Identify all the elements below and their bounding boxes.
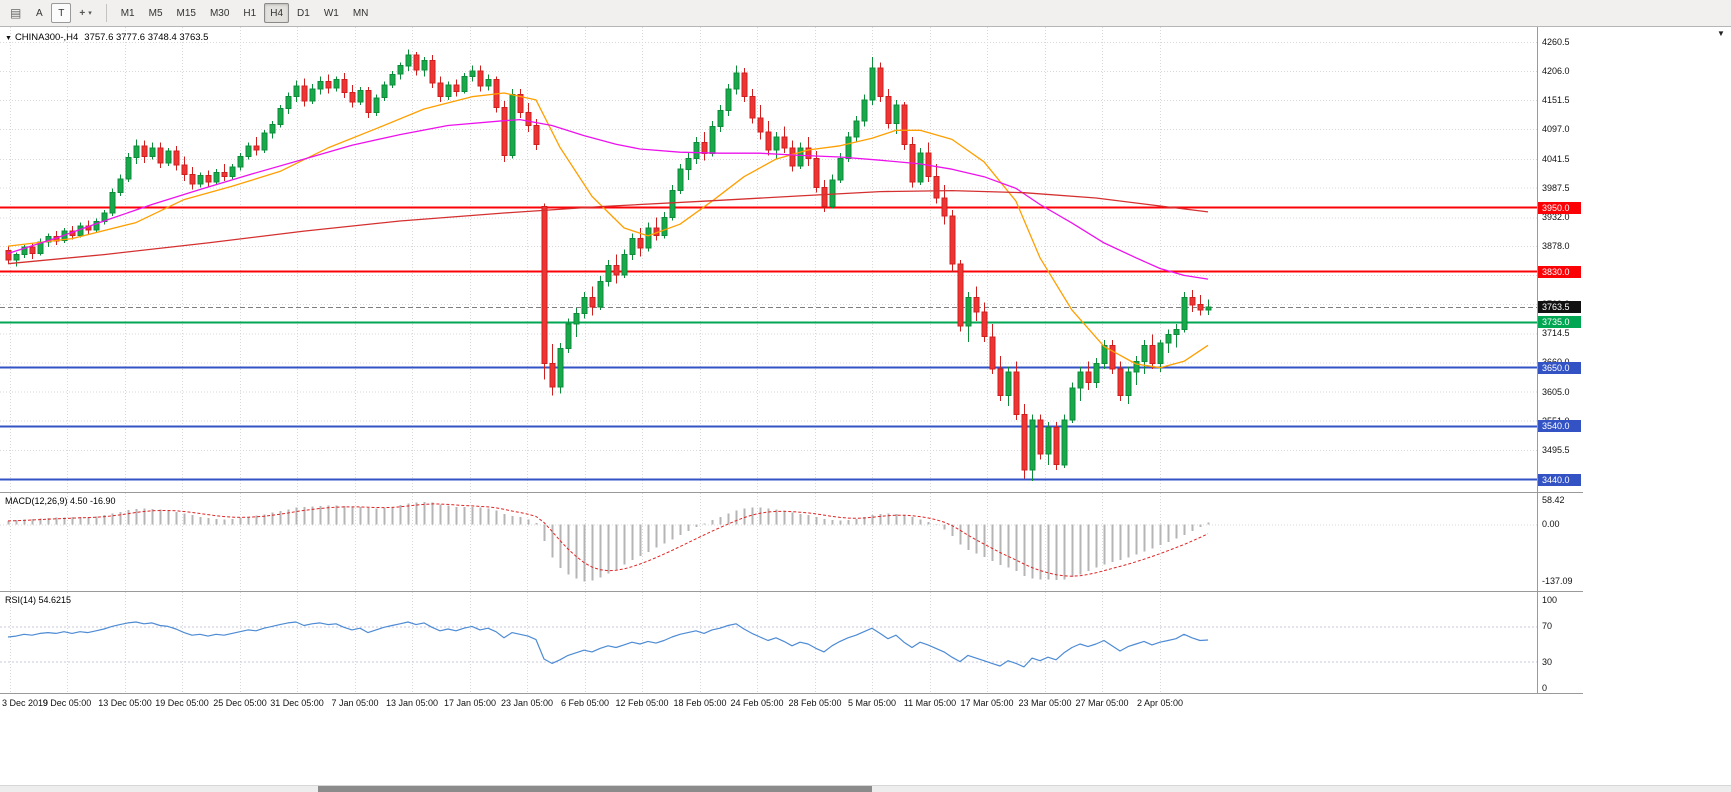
ma-mid-magenta bbox=[7, 118, 1209, 280]
time-axis[interactable]: 3 Dec 2019 9 Dec 05:00 13 Dec 05:00 19 Dec … bbox=[0, 693, 1583, 715]
moving-average-lines bbox=[7, 92, 1209, 369]
annotation-a-button[interactable]: A bbox=[36, 7, 43, 19]
price-tick-label: 3714.5 bbox=[1542, 328, 1570, 339]
date-label: 13 Dec 05:00 bbox=[98, 698, 152, 708]
chart-toolbar: ▤ A T + ▾ M1 M5 M15 M30 H1 H4 D1 W1 MN bbox=[0, 0, 1731, 27]
price-tick-label: 4260.5 bbox=[1542, 37, 1570, 47]
grid-lines-vertical bbox=[10, 27, 1161, 492]
chart-title: ▼ CHINA300-,H4 3757.6 3777.6 3748.4 3763.5 bbox=[5, 32, 208, 43]
price-tick-label: 3987.5 bbox=[1542, 182, 1570, 193]
crosshair-icon: + bbox=[79, 7, 86, 19]
symbol-dropdown-icon[interactable]: ▼ bbox=[5, 35, 12, 42]
text-tool-button[interactable]: T bbox=[51, 3, 72, 23]
date-label: 25 Dec 05:00 bbox=[213, 698, 267, 708]
rsi-axis: 100 70 30 0 bbox=[1537, 592, 1583, 693]
rsi-panel[interactable]: RSI(14) 54.6215 100 70 30 0 bbox=[0, 591, 1583, 693]
rsi-line bbox=[7, 621, 1209, 668]
price-level-badge: 3950.0 bbox=[1538, 201, 1581, 214]
timeframe-buttons: M1 M5 M15 M30 H1 H4 D1 W1 MN bbox=[115, 3, 375, 23]
price-level-badge: 3830.0 bbox=[1538, 265, 1581, 278]
price-tick-label: 4041.5 bbox=[1542, 153, 1570, 164]
macd-tick-label: -137.09 bbox=[1542, 576, 1573, 587]
toolbar-separator bbox=[105, 4, 107, 22]
candlesticks bbox=[5, 49, 1212, 481]
timeframe-button-w1[interactable]: W1 bbox=[323, 7, 339, 19]
date-label: 13 Jan 05:00 bbox=[385, 698, 439, 708]
symbol-period-label: CHINA300-,H4 bbox=[14, 32, 79, 43]
price-chart-panel[interactable]: ▼ CHINA300-,H4 3757.6 3777.6 3748.4 3763.5… bbox=[0, 27, 1583, 492]
timeframe-button-mn[interactable]: MN bbox=[352, 7, 369, 19]
indicators-icon[interactable]: ▤ bbox=[4, 3, 27, 23]
date-label: 27 Mar 05:00 bbox=[1075, 698, 1129, 708]
rsi-tick-label: 100 bbox=[1542, 595, 1558, 605]
grid-lines-vertical bbox=[10, 592, 1161, 693]
price-level-badge: 3540.0 bbox=[1538, 420, 1581, 433]
chevron-down-icon: ▾ bbox=[88, 10, 92, 17]
date-label: 18 Feb 05:00 bbox=[673, 698, 727, 708]
date-label: 7 Jan 05:00 bbox=[331, 698, 379, 708]
cursor-tool-button[interactable]: + ▾ bbox=[73, 3, 97, 23]
price-tick-label: 4151.5 bbox=[1542, 95, 1570, 106]
price-tick-label: 3878.0 bbox=[1542, 241, 1570, 252]
macd-axis: 58.42 0.00 -137.09 bbox=[1537, 493, 1583, 591]
price-tick-label: 4206.0 bbox=[1542, 66, 1570, 77]
macd-tick-label: 0.00 bbox=[1542, 519, 1560, 530]
price-tick-label: 3605.0 bbox=[1542, 386, 1570, 397]
price-level-badge: 3735.0 bbox=[1538, 316, 1581, 329]
date-label: 28 Feb 05:00 bbox=[788, 698, 842, 708]
rsi-levels bbox=[0, 626, 1537, 663]
scrollbar-thumb[interactable] bbox=[318, 786, 872, 792]
macd-label: MACD(12,26,9) 4.50 -16.90 bbox=[5, 496, 116, 506]
date-label: 17 Mar 05:00 bbox=[960, 698, 1014, 708]
date-label: 12 Feb 05:00 bbox=[615, 698, 669, 708]
scroll-to-end-icon[interactable]: ▼ bbox=[1717, 29, 1725, 38]
rsi-tick-label: 70 bbox=[1542, 621, 1553, 632]
date-label: 9 Dec 05:00 bbox=[42, 698, 92, 708]
timeframe-button-m1[interactable]: M1 bbox=[120, 7, 135, 19]
ohlc-values: 3757.6 3777.6 3748.4 3763.5 bbox=[84, 32, 209, 43]
price-tick-label: 3495.5 bbox=[1542, 445, 1570, 456]
price-tick-label: 3932.0 bbox=[1542, 212, 1570, 223]
price-tick-label: 4097.0 bbox=[1542, 124, 1570, 135]
grid-lines bbox=[0, 42, 1537, 452]
macd-histogram bbox=[7, 502, 1210, 582]
timeframe-button-d1[interactable]: D1 bbox=[297, 7, 310, 19]
date-label: 11 Mar 05:00 bbox=[903, 698, 957, 708]
macd-panel[interactable]: MACD(12,26,9) 4.50 -16.90 58.42 0.00 -137.… bbox=[0, 492, 1583, 591]
ma-slow-red bbox=[7, 189, 1209, 265]
timeframe-button-m30[interactable]: M30 bbox=[209, 7, 230, 19]
timeframe-button-h1[interactable]: H1 bbox=[243, 7, 257, 19]
date-label: 31 Dec 05:00 bbox=[270, 698, 324, 708]
support-resistance-lines[interactable] bbox=[0, 206, 1537, 481]
price-level-badge: 3440.0 bbox=[1538, 473, 1581, 486]
date-label: 6 Feb 05:00 bbox=[560, 698, 610, 708]
indicators-glyph: ▤ bbox=[10, 6, 22, 20]
macd-signal-line bbox=[7, 503, 1209, 577]
ma-fast-orange bbox=[7, 92, 1209, 369]
date-label: 19 Dec 05:00 bbox=[155, 698, 209, 708]
date-label: 24 Feb 05:00 bbox=[730, 698, 784, 708]
rsi-label: RSI(14) 54.6215 bbox=[5, 595, 72, 605]
price-axis[interactable]: 4260.5 4206.0 4151.5 4097.0 4041.5 3987.5 3932… bbox=[1537, 27, 1583, 492]
date-label: 23 Mar 05:00 bbox=[1018, 698, 1072, 708]
date-label: 2 Apr 05:00 bbox=[1136, 698, 1184, 708]
timeframe-button-m15[interactable]: M15 bbox=[176, 7, 196, 19]
horizontal-scrollbar[interactable] bbox=[0, 785, 1731, 792]
date-label: 17 Jan 05:00 bbox=[443, 698, 497, 708]
current-price-badge: 3763.5 bbox=[1538, 301, 1581, 314]
price-level-badge: 3650.0 bbox=[1538, 361, 1581, 374]
rsi-tick-label: 30 bbox=[1542, 656, 1553, 667]
rsi-tick-label: 0 bbox=[1542, 683, 1548, 693]
macd-tick-label: 58.42 bbox=[1542, 494, 1565, 505]
timeframe-button-m5[interactable]: M5 bbox=[148, 7, 163, 19]
date-label: 3 Dec 2019 bbox=[2, 698, 49, 708]
timeframe-button-h4[interactable]: H4 bbox=[264, 3, 290, 23]
date-label: 23 Jan 05:00 bbox=[500, 698, 554, 708]
date-label: 5 Mar 05:00 bbox=[847, 698, 897, 708]
